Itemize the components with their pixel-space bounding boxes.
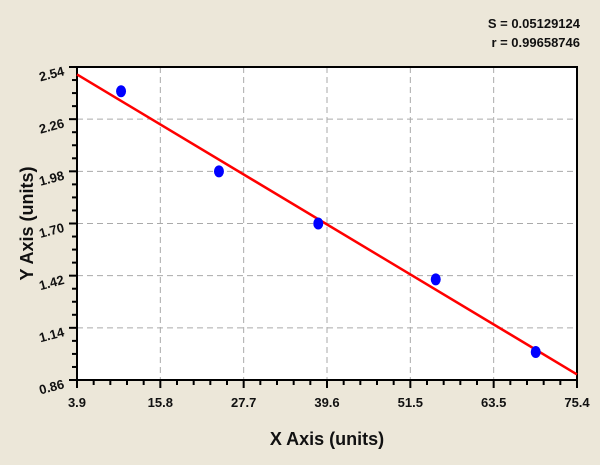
data-point [530, 346, 541, 359]
x-tick-label: 27.7 [231, 395, 256, 410]
x-axis-label: X Axis (units) [270, 429, 384, 449]
r-value: r = 0.99658746 [491, 35, 580, 50]
y-tick-label: 2.54 [37, 63, 66, 84]
data-point [313, 217, 324, 230]
x-tick-label: 3.9 [68, 395, 86, 410]
x-tick-label: 63.5 [481, 395, 506, 410]
x-tick-label: 15.8 [148, 395, 173, 410]
y-tick-label: 1.14 [37, 324, 66, 345]
y-axis-label: Y Axis (units) [17, 166, 37, 280]
data-point [116, 85, 127, 98]
fit-statistics: S = 0.05129124 r = 0.99658746 [488, 14, 580, 52]
plot-frame [76, 66, 578, 381]
y-tick-label: 1.42 [37, 272, 65, 293]
y-tick-label: 0.86 [37, 376, 65, 397]
s-value: S = 0.05129124 [487, 16, 580, 31]
y-tick-label: 2.26 [37, 116, 65, 137]
y-tick-label: 1.70 [37, 220, 65, 241]
x-tick-label: 51.5 [398, 395, 423, 410]
x-tick-label: 39.6 [314, 395, 339, 410]
data-point [213, 165, 224, 178]
data-point [430, 273, 441, 286]
x-tick-label: 75.4 [564, 395, 590, 410]
y-tick-label: 1.98 [37, 168, 65, 189]
fit-line [76, 73, 578, 376]
